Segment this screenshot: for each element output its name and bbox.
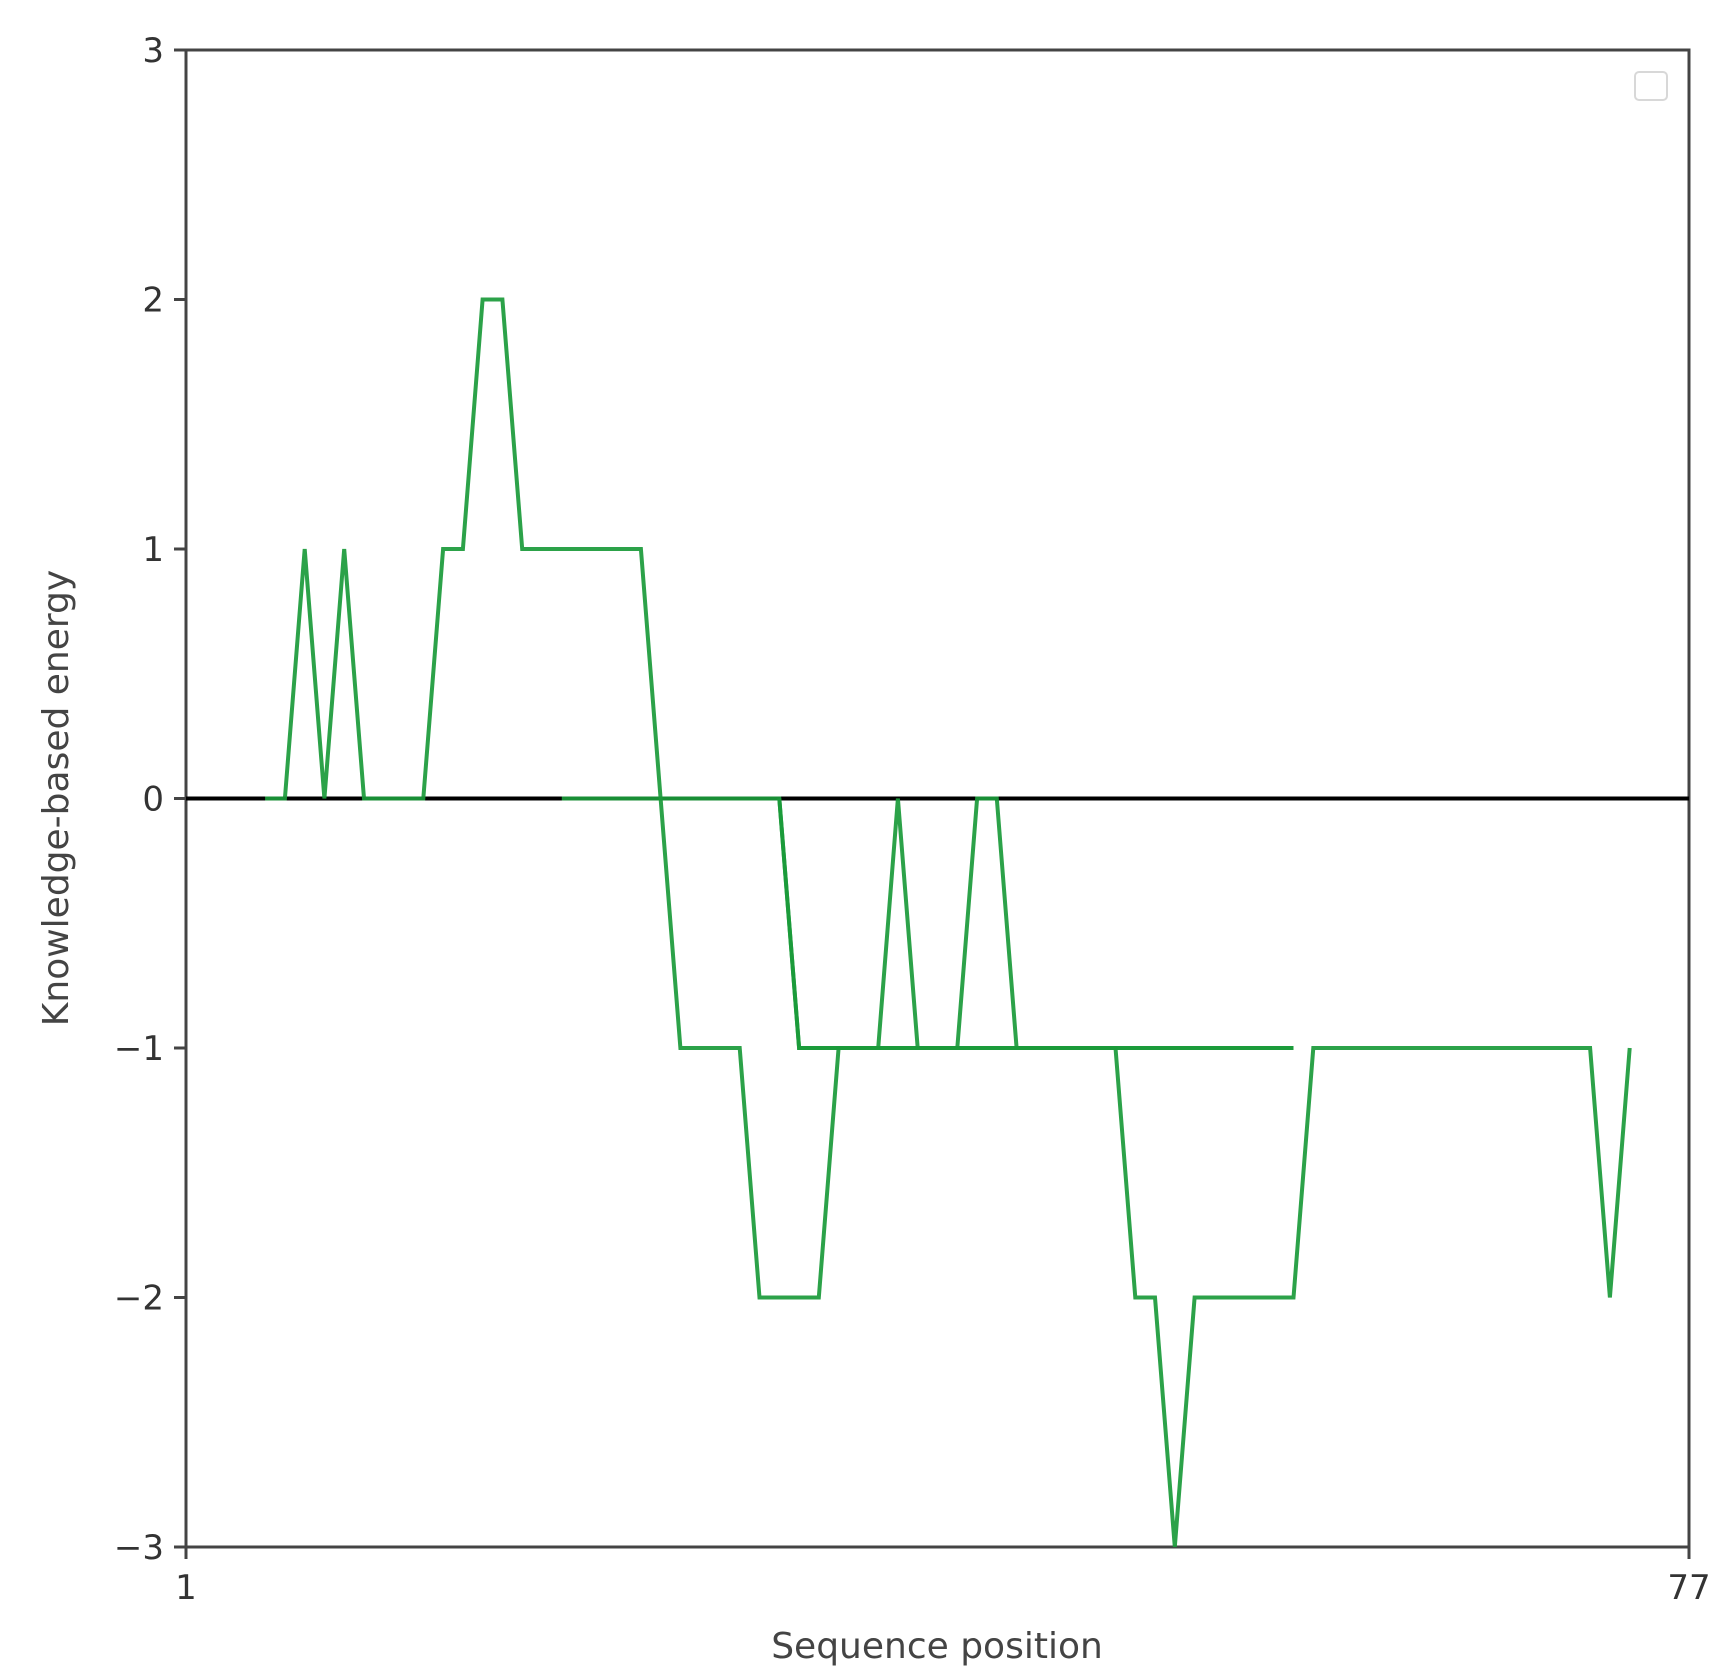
y-tick-label: −2: [114, 1279, 164, 1319]
series-layer: [265, 297, 1632, 1548]
x-tick-label: 77: [1667, 1568, 1710, 1608]
x-axis-label: Sequence position: [771, 1626, 1103, 1667]
y-tick-label: −1: [114, 1029, 164, 1069]
y-tick-label: 3: [142, 31, 164, 71]
x-tick-label: 1: [175, 1568, 197, 1608]
x-axis-ticks: 1 77: [175, 1547, 1711, 1608]
y-tick-label: 2: [142, 281, 164, 321]
y-axis-ticks: −3 −2 −1 0 1 2 3: [114, 31, 186, 1568]
y-tick-label: −3: [114, 1528, 164, 1568]
y-axis-label: Knowledge-based energy: [36, 570, 77, 1026]
y-tick-label: 0: [142, 780, 164, 820]
series-line-3: [777, 796, 1294, 1050]
legend-box: [1634, 71, 1668, 101]
y-tick-label: 1: [142, 530, 164, 570]
